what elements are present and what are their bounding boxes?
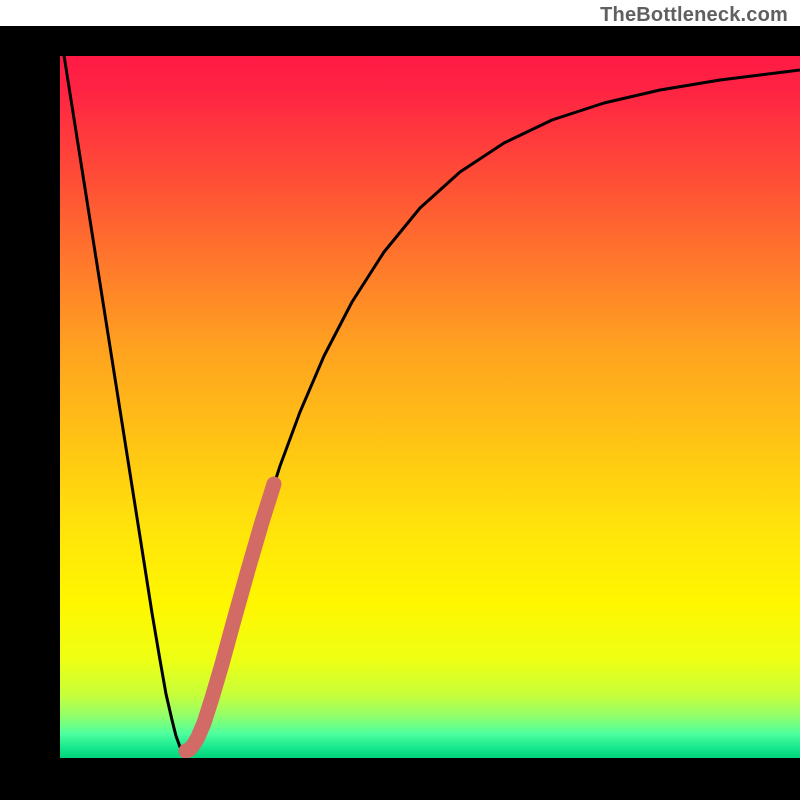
gradient-background (60, 56, 800, 758)
watermark-text: TheBottleneck.com (600, 4, 788, 27)
chart-container: { "image": { "width": 800, "height": 800… (0, 0, 800, 800)
bottleneck-chart (0, 0, 800, 800)
